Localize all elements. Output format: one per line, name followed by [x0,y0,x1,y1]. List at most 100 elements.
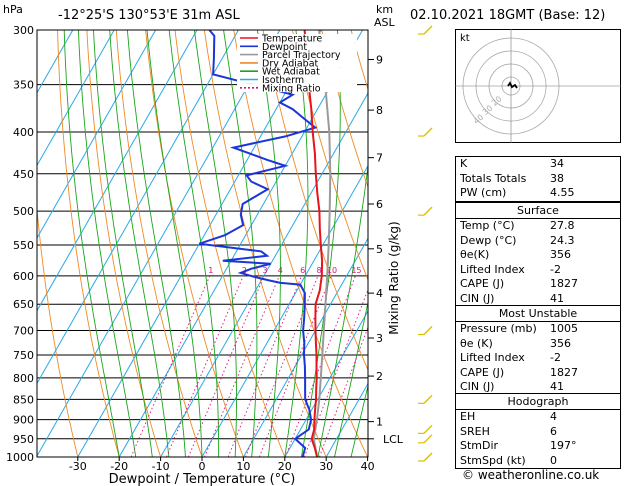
wet-adiabat-line [77,30,137,457]
station-location: -12°25'S 130°53'E 31m ASL [58,8,240,23]
legend-bg [237,42,357,51]
mixing-ratio-line [284,275,356,457]
stat-row: EH 4 [456,410,620,425]
stat-row: CIN (J) 41 [456,380,620,395]
dry-adiabat-line [262,30,368,372]
temp-tick-label: 30 [319,460,333,473]
stat-label: CIN (J) [460,380,495,394]
stat-value: 0 [550,453,557,467]
stat-label: Dewp (°C) [460,233,517,247]
stat-label: Pressure (mb) [460,322,537,335]
stat-row: StmDir 197° [456,439,620,454]
stat-row: CIN (J) 41 [456,292,620,307]
stat-value: 41 [550,291,564,305]
isotherm-line [242,237,368,457]
wet-adiabat-line [168,30,220,457]
dry-adiabat-line [174,30,286,457]
pw-value: 4.55 [550,186,575,200]
mixing-ratio-axis-title: Mixing Ratio (g/kg) [387,221,401,334]
stat-value: 356 [550,248,571,262]
stat-row: Temp (°C) 27.8 [456,219,620,234]
k-index-label: K [460,157,468,170]
km-tick-label: 9 [376,53,383,66]
pressure-unit-label: hPa [3,3,23,16]
pressure-tick-label: 900 [13,414,34,427]
stat-value: -2 [550,262,561,276]
pressure-tick-label: 800 [13,372,34,385]
mixing-ratio-label: 2 [242,266,247,275]
stat-value: 1827 [550,365,578,379]
mixing-ratio-line [258,275,332,457]
legend-entry: Dewpoint [262,42,307,53]
stat-label: StmDir [460,439,499,453]
surface-title: Surface [456,203,620,219]
km-tick-label: 6 [376,198,383,211]
dry-adiabat-line [37,205,79,457]
km-tick-label: 3 [376,332,383,345]
wet-adiabat-line [93,30,153,457]
km-tick-label: 5 [376,243,383,256]
dry-adiabat-line [321,30,368,189]
mixing-ratio-line [166,275,244,457]
k-index-value: 34 [550,157,564,170]
wind-barb-mark [423,206,433,216]
temp-tick-label: -10 [152,460,170,473]
stat-row: Lifted Index -2 [456,351,620,366]
stat-value: 6 [550,424,557,438]
pressure-tick-label: 350 [13,79,34,92]
wet-adiabat-line [63,30,120,457]
wet-adiabat-line [126,30,186,457]
stat-row: θe(K) 356 [456,248,620,263]
stat-row: CAPE (J) 1827 [456,366,620,381]
wet-adiabat-line [146,30,203,457]
pressure-tick-label: 600 [13,270,34,283]
temp-tick-label: -20 [110,460,128,473]
pressure-tick-label: 1000 [6,451,34,464]
isotherm-line [37,30,115,167]
mixing-ratio-label: 1 [208,266,213,275]
wet-adiabat-line [109,30,170,457]
stat-row: StmSpd (kt) 0 [456,454,620,469]
stat-value: 41 [550,380,564,394]
surface-panel: Surface Temp (°C) 27.8 Dewp (°C) 24.3 θe(K) 3… [455,202,621,308]
plot-frame [36,29,369,458]
stat-value: 27.8 [550,219,575,232]
datetime-base: 02.10.2021 18GMT (Base: 12) [410,8,606,23]
wet-adiabat-line [223,30,258,457]
mixing-ratio-line [130,275,211,457]
legend-bg [237,67,357,76]
legend-entry: Isotherm [262,75,304,86]
isotherm-line [37,30,74,94]
km-tick-label: 4 [376,287,383,300]
mixing-ratio-label: 3 [263,266,268,275]
temperature-line [303,30,324,457]
wet-adiabat-line [193,30,237,457]
wet-adiabat-line [256,30,281,457]
temp-tick-label: 0 [199,460,206,473]
pressure-tick-label: 550 [13,239,34,252]
wind-barb-mark [423,452,433,462]
km-tick-label: 1 [376,416,383,429]
stat-label: StmSpd (kt) [460,453,526,467]
stat-value: 356 [550,336,571,350]
legend-bg [237,83,357,93]
pressure-tick-label: 400 [13,126,34,139]
mixing-ratio-label: 4 [278,266,283,275]
mixing-ratio-label: 8 [316,266,321,275]
dry-adiabat-line [145,30,244,457]
isotherm-line [325,382,368,457]
stat-value: 24.3 [550,233,575,247]
km-tick-label: 2 [376,370,383,383]
most-unstable-title: Most Unstable [456,306,620,322]
wind-barb-mark [423,25,433,35]
stat-label: EH [460,410,476,423]
pressure-tick-label: 750 [13,349,34,362]
stat-row: Lifted Index -2 [456,263,620,278]
legend-bg [237,34,357,43]
totals-totals-row: Totals Totals 38 [456,172,620,187]
mixing-ratio-label: 20 [369,266,379,275]
stat-label: θe (K) [460,336,493,350]
stat-row: Dewp (°C) 24.3 [456,234,620,249]
